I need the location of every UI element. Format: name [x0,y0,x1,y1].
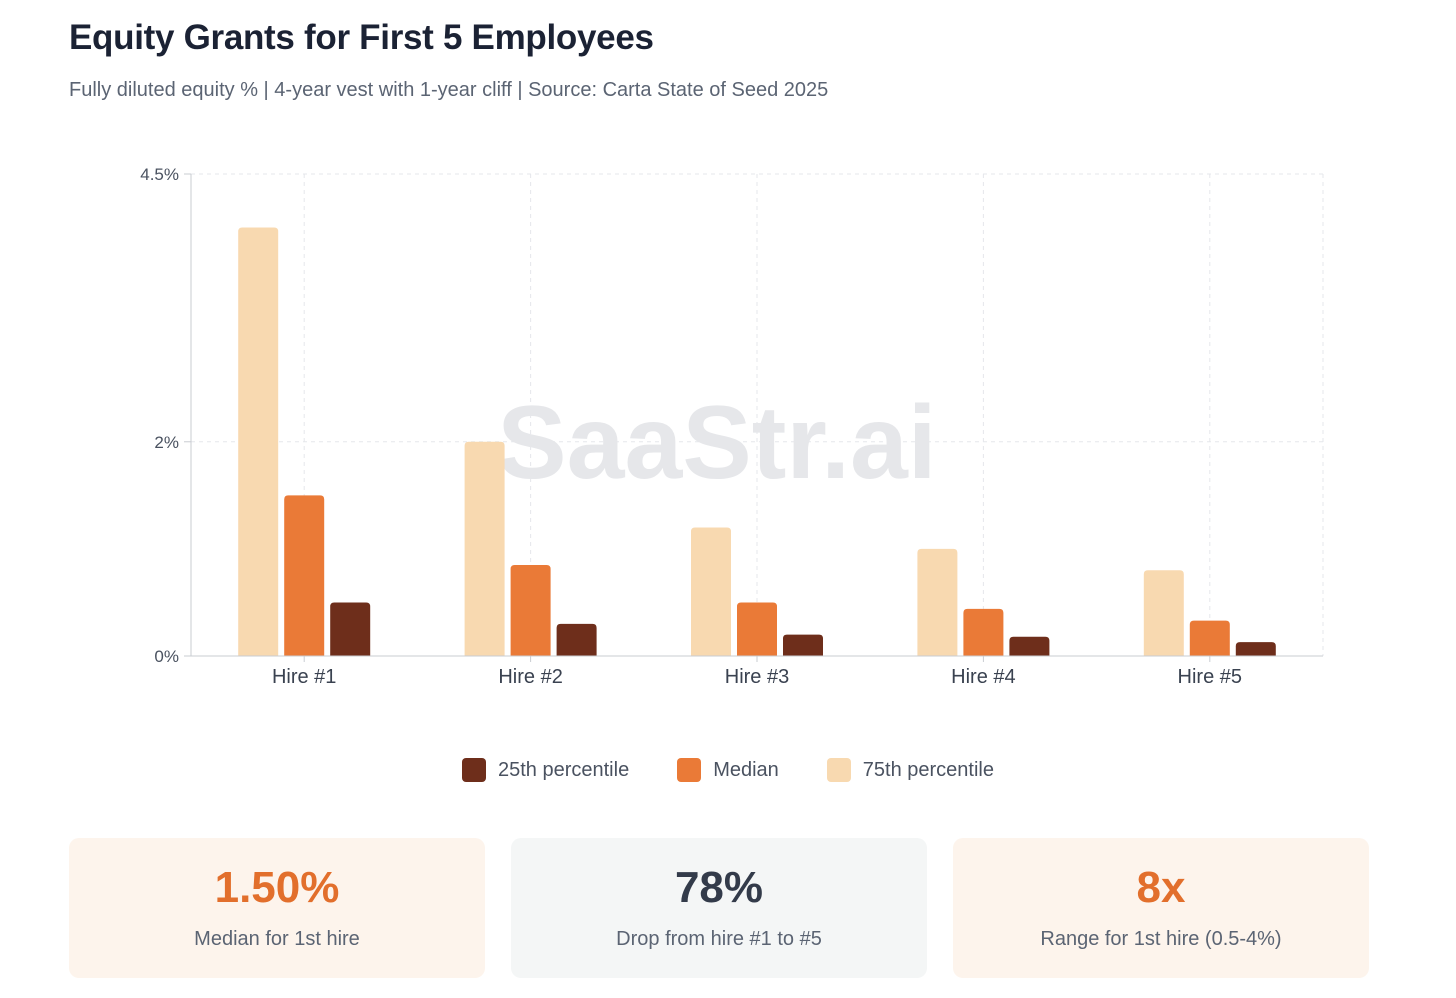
legend-swatch-median [677,758,702,782]
stat-value-median-first-hire: 1.50% [214,862,340,912]
stat-value-range: 8x [1136,862,1186,912]
stat-card-drop: 78% Drop from hire #1 to #5 [511,838,927,978]
stat-value-drop: 78% [674,862,764,912]
bar-median-hire-2 [510,564,551,656]
bar-p75-hire-3 [691,527,731,656]
x-tick-label: Hire #1 [272,666,336,688]
y-tick-label: 4.5% [140,165,179,184]
bar-p75-hire-1 [238,227,279,657]
stat-label-range: Range for 1st hire (0.5-4%) [1040,927,1282,950]
legend-label-median: Median [713,758,779,781]
x-tick-label: Hire #3 [725,666,789,688]
bar-p75-hire-2 [464,441,505,656]
x-tick-label: Hire #2 [498,666,562,688]
chart-legend: 25th percentile Median 75th percentile [0,758,1456,782]
legend-label-p25: 25th percentile [497,758,630,781]
x-tick-label: Hire #5 [1178,666,1242,688]
page-subtitle: Fully diluted equity % | 4-year vest wit… [69,79,829,101]
bar-p75-hire-5 [1143,570,1184,656]
stats-row: 1.50% Median for 1st hire 78% Drop from … [69,838,1369,978]
legend-label-p75: 75th percentile [862,758,994,781]
legend-swatch-p25 [461,758,486,782]
stat-label-median-first-hire: Median for 1st hire [194,927,360,950]
page-title: Equity Grants for First 5 Employees [69,18,654,57]
legend-item-median: Median [677,758,779,782]
stat-label-drop: Drop from hire #1 to #5 [616,927,822,950]
stat-card-median-first-hire: 1.50% Median for 1st hire [69,838,485,978]
bar-median-hire-3 [737,602,777,656]
legend-swatch-p75 [826,758,851,782]
legend-item-p75: 75th percentile [826,758,994,782]
x-tick-label: Hire #4 [951,666,1015,688]
bar-median-hire-4 [963,608,1004,656]
y-tick-label: 2% [154,433,179,452]
bar-p25-hire-5 [1235,642,1276,656]
bar-p25-hire-2 [556,623,597,656]
bar-p25-hire-3 [783,634,823,656]
bar-median-hire-5 [1189,620,1230,656]
bar-p25-hire-1 [330,602,371,656]
watermark: SaaStr.ai [497,385,936,501]
stat-card-range: 8x Range for 1st hire (0.5-4%) [953,838,1369,978]
bar-p25-hire-4 [1009,636,1050,656]
y-tick-label: 0% [154,647,179,666]
bar-p75-hire-4 [917,548,958,656]
legend-item-p25: 25th percentile [461,758,630,782]
bar-median-hire-1 [284,495,325,656]
equity-bar-chart: 0% 2% 4.5% SaaStr.ai Hire #1 Hire #2 Hire #3 Hi… [140,165,1324,688]
